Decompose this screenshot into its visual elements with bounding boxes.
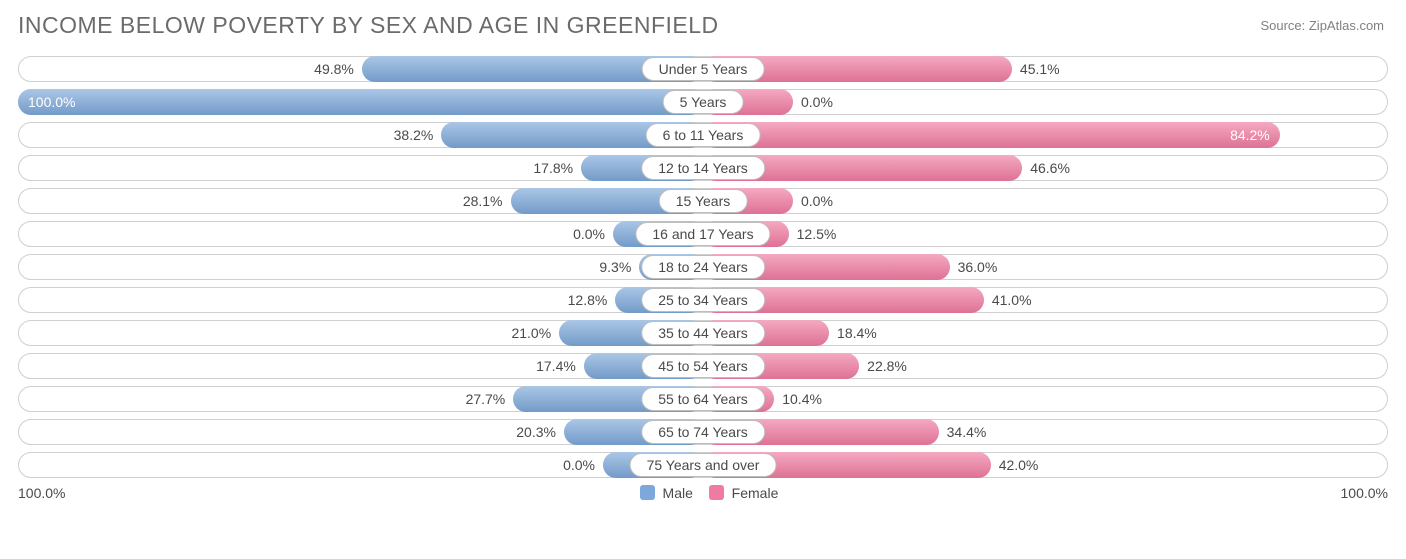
value-female: 18.4% (837, 318, 877, 348)
chart-row: 15 Years 28.1% 0.0% (18, 186, 1388, 216)
value-male: 28.1% (463, 186, 503, 216)
row-label: 16 and 17 Years (635, 222, 770, 246)
chart-rows: Under 5 Years 49.8% 45.1% 5 Years 100.0% 0.0%… (18, 54, 1388, 483)
value-female: 45.1% (1020, 54, 1060, 84)
value-female: 12.5% (797, 219, 837, 249)
poverty-by-sex-age-chart: INCOME BELOW POVERTY BY SEX AND AGE IN G… (0, 0, 1406, 559)
value-male: 0.0% (563, 450, 595, 480)
value-female: 0.0% (801, 87, 833, 117)
chart-title: INCOME BELOW POVERTY BY SEX AND AGE IN G… (18, 12, 719, 39)
value-male: 20.3% (516, 417, 556, 447)
row-label: 35 to 44 Years (641, 321, 765, 345)
value-female: 0.0% (801, 186, 833, 216)
row-label: 18 to 24 Years (641, 255, 765, 279)
value-female: 10.4% (782, 384, 822, 414)
legend-swatch-male (640, 485, 655, 500)
chart-row: 35 to 44 Years 21.0% 18.4% (18, 318, 1388, 348)
chart-row: Under 5 Years 49.8% 45.1% (18, 54, 1388, 84)
row-label: 15 Years (659, 189, 748, 213)
value-female: 34.4% (947, 417, 987, 447)
value-male: 0.0% (573, 219, 605, 249)
row-label: 5 Years (663, 90, 744, 114)
row-label: 55 to 64 Years (641, 387, 765, 411)
chart-row: 5 Years 100.0% 0.0% (18, 87, 1388, 117)
value-female: 46.6% (1030, 153, 1070, 183)
value-male: 9.3% (599, 252, 631, 282)
chart-row: 16 and 17 Years 0.0% 12.5% (18, 219, 1388, 249)
value-male: 27.7% (466, 384, 506, 414)
chart-row: 75 Years and over 0.0% 42.0% (18, 450, 1388, 480)
legend-label-male: Male (663, 485, 693, 501)
chart-row: 12 to 14 Years 17.8% 46.6% (18, 153, 1388, 183)
value-male: 12.8% (568, 285, 608, 315)
chart-row: 55 to 64 Years 27.7% 10.4% (18, 384, 1388, 414)
legend-label-female: Female (732, 485, 779, 501)
chart-row: 45 to 54 Years 17.4% 22.8% (18, 351, 1388, 381)
row-label: Under 5 Years (642, 57, 765, 81)
value-male: 49.8% (314, 54, 354, 84)
value-female: 41.0% (992, 285, 1032, 315)
chart-row: 65 to 74 Years 20.3% 34.4% (18, 417, 1388, 447)
chart-row: 18 to 24 Years 9.3% 36.0% (18, 252, 1388, 282)
value-female: 22.8% (867, 351, 907, 381)
row-label: 25 to 34 Years (641, 288, 765, 312)
legend: Male Female (0, 485, 1406, 501)
value-male: 38.2% (394, 120, 434, 150)
row-label: 65 to 74 Years (641, 420, 765, 444)
chart-source: Source: ZipAtlas.com (1260, 18, 1384, 33)
row-label: 75 Years and over (630, 453, 777, 477)
value-female: 36.0% (958, 252, 998, 282)
value-female: 42.0% (999, 450, 1039, 480)
row-label: 12 to 14 Years (641, 156, 765, 180)
value-male: 100.0% (18, 87, 75, 117)
legend-swatch-female (709, 485, 724, 500)
value-male: 21.0% (511, 318, 551, 348)
row-label: 45 to 54 Years (641, 354, 765, 378)
chart-row: 6 to 11 Years38.2%84.2% (18, 120, 1388, 150)
chart-row: 25 to 34 Years 12.8% 41.0% (18, 285, 1388, 315)
value-male: 17.4% (536, 351, 576, 381)
value-female: 84.2% (703, 120, 1280, 150)
value-male: 17.8% (533, 153, 573, 183)
